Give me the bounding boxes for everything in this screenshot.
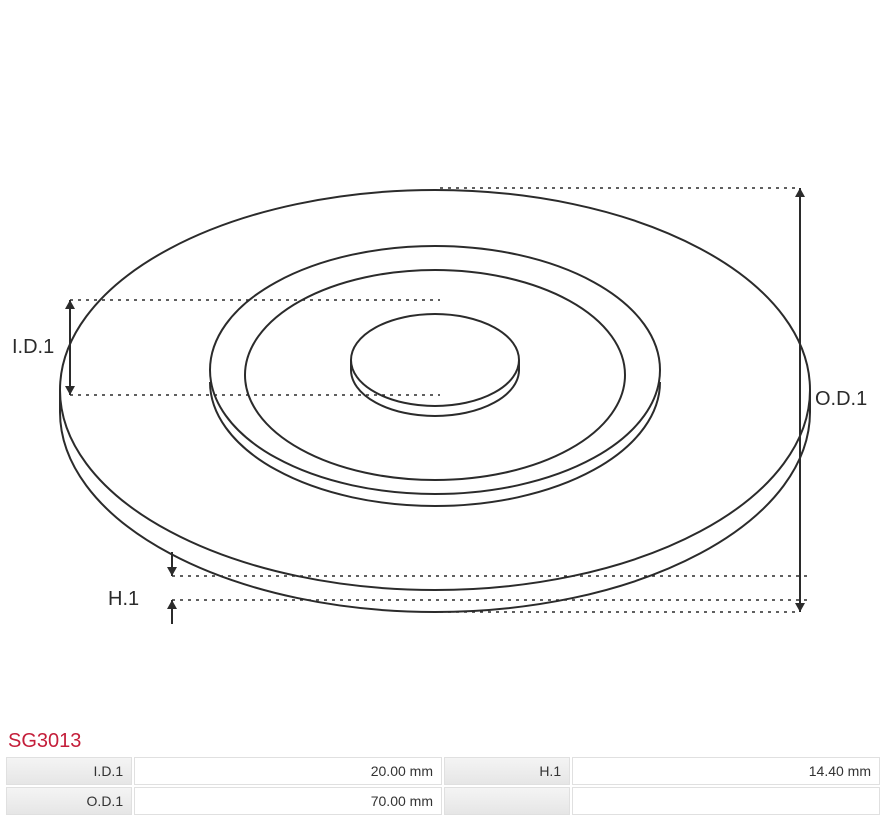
spec-value — [572, 787, 880, 815]
spec-table: I.D.1 20.00 mm H.1 14.40 mm O.D.1 70.00 … — [4, 755, 882, 817]
spec-key — [444, 787, 570, 815]
spec-key: O.D.1 — [6, 787, 132, 815]
table-row: O.D.1 70.00 mm — [6, 787, 880, 815]
spec-value: 14.40 mm — [572, 757, 880, 785]
spec-value: 70.00 mm — [134, 787, 442, 815]
spec-key: I.D.1 — [6, 757, 132, 785]
spec-value: 20.00 mm — [134, 757, 442, 785]
table-row: I.D.1 20.00 mm H.1 14.40 mm — [6, 757, 880, 785]
label-od1: O.D.1 — [815, 388, 867, 411]
label-id1: I.D.1 — [12, 336, 54, 359]
spec-key: H.1 — [444, 757, 570, 785]
label-h1: H.1 — [108, 588, 139, 611]
part-drawing-svg — [0, 0, 887, 730]
part-code: SG3013 — [0, 730, 887, 755]
technical-diagram: I.D.1 O.D.1 H.1 — [0, 0, 887, 730]
